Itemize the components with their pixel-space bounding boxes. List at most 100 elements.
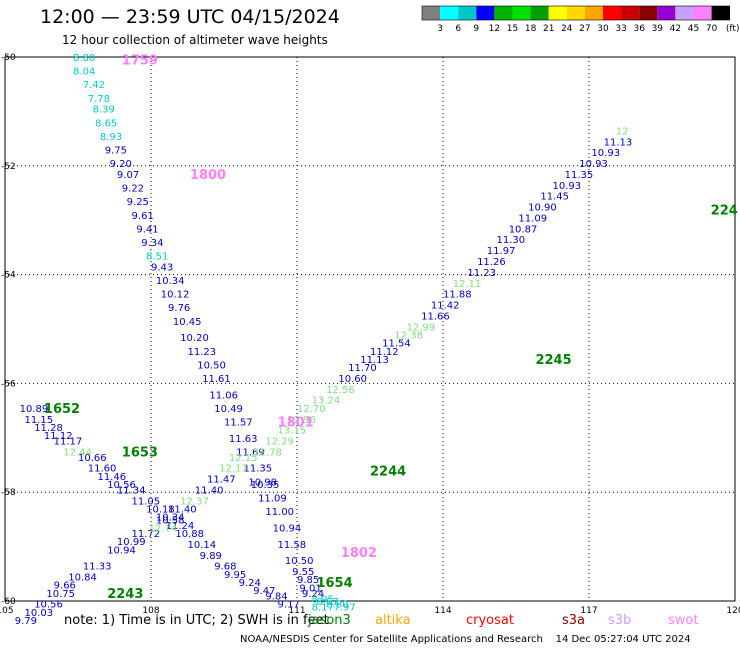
- wave-height-value: 9.24: [302, 589, 324, 600]
- pass-time-label: 2244: [370, 464, 406, 479]
- wave-height-value: 11.23: [467, 268, 496, 279]
- wave-height-value: 11.40: [195, 485, 224, 496]
- wave-height-value: 11.26: [477, 257, 506, 268]
- wave-height-value: 11.09: [258, 494, 287, 505]
- color-scale-label: 33: [615, 24, 626, 34]
- color-swatch: [693, 6, 712, 20]
- wave-height-value: 10.50: [285, 556, 314, 567]
- wave-height-value: 10.50: [197, 360, 226, 371]
- wave-height-value: 10.60: [338, 374, 367, 385]
- wave-height-value: 10.18: [146, 505, 175, 516]
- wave-height-value: 11.24: [166, 521, 195, 532]
- wave-height-value: 7.97: [334, 602, 356, 613]
- wave-height-value: 9.55: [292, 567, 314, 578]
- wave-height-value: 9.68: [214, 562, 236, 573]
- chart-subtitle: 12 hour collection of altimeter wave hei…: [62, 33, 328, 47]
- wave-height-value: 9.61: [132, 211, 154, 222]
- color-swatch: [530, 6, 549, 20]
- wave-height-value: 11.12: [44, 431, 73, 442]
- wave-height-value: 9.22: [122, 184, 144, 195]
- wave-height-value: 11.35: [243, 464, 272, 475]
- wave-height-value: 11.66: [421, 311, 450, 322]
- x-tick-label: 111: [288, 606, 305, 616]
- color-swatch: [584, 6, 603, 20]
- color-scale-label: 3: [437, 24, 443, 34]
- color-swatch: [603, 6, 622, 20]
- wave-height-value: 12.15: [229, 453, 258, 464]
- wave-height-value: 10.93: [591, 148, 620, 159]
- wave-height-value: 11.72: [132, 529, 161, 540]
- pass-time-label: 1800: [190, 168, 226, 183]
- credit-text: NOAA/NESDIS Center for Satellite Applica…: [240, 634, 543, 645]
- axes: 105 108 111 114 117 120 -50 -52 -54 -56 -58 -60: [0, 53, 740, 616]
- x-tick-label: 117: [580, 606, 597, 616]
- satellite-legend-jason3: jason3: [308, 613, 351, 628]
- wave-height-value: 11.57: [224, 417, 253, 428]
- wave-height-value: 11.61: [202, 374, 231, 385]
- wave-height-value: 9.47: [253, 586, 275, 597]
- color-swatch: [639, 6, 658, 20]
- pass-time-label: 1759: [122, 54, 158, 69]
- wave-height-value: 11.06: [209, 390, 238, 401]
- color-scale-label: 42: [670, 24, 681, 34]
- pass-time-label: 1653: [122, 445, 158, 460]
- color-swatch: [512, 6, 531, 20]
- pass-time-label: 1654: [316, 576, 352, 591]
- color-swatch: [440, 6, 459, 20]
- pass-time-labels: 1759 1800 1801 1802 1652 1653 1654 2243 2244 2245…: [44, 54, 738, 602]
- wave-height-value: 11.88: [443, 290, 472, 301]
- wave-height-value: 9.66: [54, 581, 76, 592]
- wave-height-value: 12.29: [265, 437, 294, 448]
- wave-height-value: 12.96: [287, 415, 316, 426]
- wave-height-value: 8.51: [146, 252, 168, 263]
- units-note: note: 1) Time is in UTC; 2) SWH is in fe…: [64, 613, 329, 628]
- pass-time-label: 2245: [535, 353, 571, 368]
- wave-height-value: 11.13: [360, 355, 389, 366]
- wave-height-value: 10.45: [173, 317, 202, 328]
- satellite-legend-cryosat: cryosat: [466, 613, 514, 628]
- wave-height-value: 12.37: [180, 496, 209, 507]
- wave-height-value: 10.35: [251, 480, 280, 491]
- wave-height-value: 11.70: [348, 363, 377, 374]
- wave-height-value: 11.05: [132, 496, 161, 507]
- wave-height-value: 11.34: [117, 485, 146, 496]
- wave-height-value: 8.95: [312, 594, 334, 605]
- color-scale-label: 15: [507, 24, 518, 34]
- wave-height-value: 9.07: [117, 170, 139, 181]
- wave-height-value: 10.14: [188, 540, 217, 551]
- wave-height-value: 8.17: [312, 602, 334, 613]
- color-swatch: [422, 6, 441, 20]
- wave-height-value: 12.14: [149, 524, 178, 535]
- y-tick-label: -50: [1, 53, 16, 63]
- color-scale-unit: (ft): [726, 24, 740, 34]
- color-scale-label: 27: [579, 24, 590, 34]
- wave-height-value: 8.65: [95, 118, 117, 129]
- color-scale-label: 21: [543, 24, 554, 34]
- x-tick-label: 120: [726, 606, 740, 616]
- wave-height-value: 11.35: [565, 170, 594, 181]
- wave-height-value: 9.17: [278, 600, 300, 611]
- wave-height-value: 9.24: [239, 578, 261, 589]
- wave-height-value: 12: [616, 126, 629, 137]
- wave-height-value: 9.85: [297, 575, 319, 586]
- wave-height-value: 10.75: [46, 589, 75, 600]
- color-scale-label: 36: [633, 24, 645, 34]
- wave-height-value: 8.80: [73, 53, 95, 64]
- color-scale-label: 12: [489, 24, 500, 34]
- wave-height-value: 8.04: [73, 67, 95, 78]
- wave-height-points: 8.80 8.04 7.42 7.788.39 8.65 8.93 9.75 9.209.07…: [15, 53, 633, 627]
- wave-height-value: 11.09: [518, 213, 547, 224]
- color-swatch: [476, 6, 495, 20]
- wave-height-value: 7.78: [88, 94, 110, 105]
- wave-height-value: 9.79: [15, 616, 37, 627]
- satellite-legend-altika: altika: [375, 613, 411, 628]
- color-swatch: [494, 6, 513, 20]
- plot-frame: [4, 56, 736, 602]
- color-scale-label: 70: [706, 24, 718, 34]
- wave-height-value: 12.56: [326, 385, 355, 396]
- satellite-legend-swot: swot: [668, 613, 699, 628]
- wave-height-value: 10.56: [34, 600, 63, 611]
- wave-height-value: 11.23: [188, 347, 217, 358]
- wave-height-value: 10.66: [78, 453, 107, 464]
